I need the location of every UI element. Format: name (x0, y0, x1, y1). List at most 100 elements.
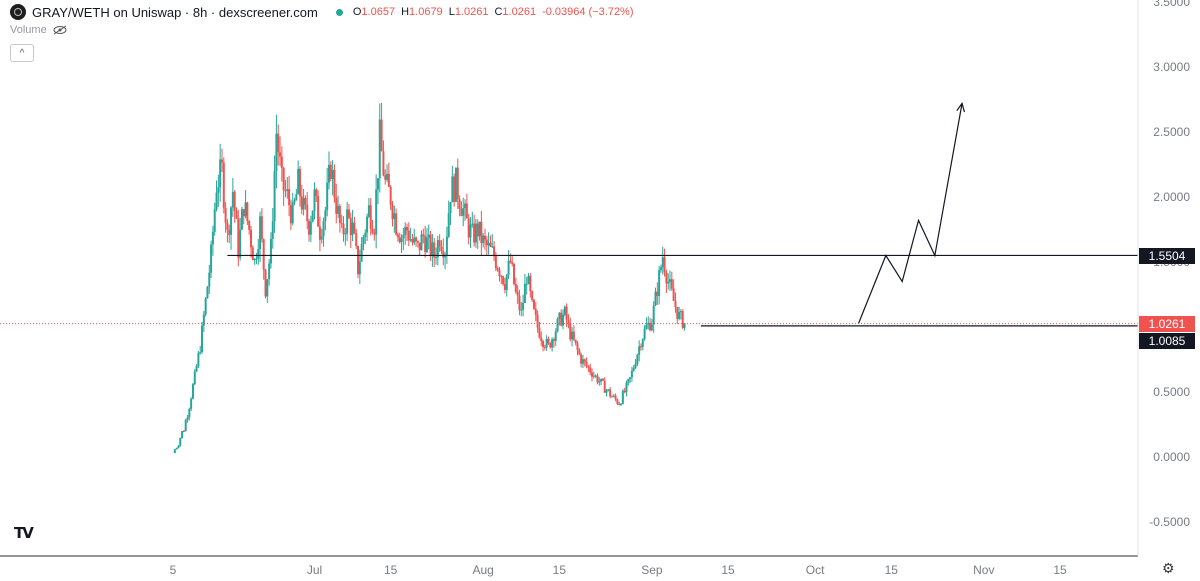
candle-body (531, 291, 534, 300)
candle-body (632, 367, 635, 371)
candle-body (511, 261, 514, 264)
candle-body (320, 236, 323, 240)
candle-body (429, 234, 432, 257)
time-tick-label: Aug (472, 563, 493, 577)
candle-body (536, 314, 539, 328)
candle-body (317, 195, 320, 227)
candle-body (583, 359, 586, 362)
candle-body (618, 403, 621, 405)
candle-body (391, 204, 394, 220)
candle-body (485, 239, 488, 246)
tradingview-logo-icon (10, 4, 26, 20)
candle-body (177, 445, 180, 448)
candle-body (182, 431, 185, 433)
projection-line[interactable] (858, 103, 963, 324)
candle-body (195, 365, 198, 372)
candle-body (650, 324, 653, 331)
time-tick-label: Oct (806, 563, 825, 577)
candle-body (627, 379, 630, 383)
candle-body (402, 234, 405, 239)
candle-body (382, 151, 385, 176)
volume-label[interactable]: Volume (10, 24, 47, 36)
candle-body (266, 279, 269, 297)
candle-body (598, 381, 601, 383)
candle-body (560, 312, 563, 326)
candle-body (458, 199, 461, 209)
candle-body (215, 192, 218, 210)
candle-body (440, 246, 443, 251)
candle-body (505, 274, 508, 291)
candle-body (471, 223, 474, 225)
candle-body (286, 189, 289, 191)
candle-body (669, 279, 672, 282)
candle-body (565, 306, 568, 321)
candle-body (585, 361, 588, 366)
candle-body (246, 202, 249, 222)
market-status-icon (335, 8, 343, 16)
candle-body (681, 311, 684, 328)
candle-body (445, 236, 448, 256)
candle-body (547, 338, 550, 344)
ohlc-values: O1.0657 H1.0679 L1.0261 C1.0261 -0.03964… (353, 6, 634, 18)
candle-body (386, 173, 389, 180)
candle-body (318, 226, 321, 240)
candle-body (480, 221, 483, 244)
candle-body (525, 283, 528, 285)
candle-body (609, 389, 612, 397)
candle-body (300, 196, 303, 210)
candle-body (335, 197, 338, 214)
candle-body (228, 229, 231, 235)
candle-body (360, 243, 363, 262)
candle-body (190, 398, 193, 409)
candle-body (523, 283, 526, 303)
candle-body (639, 346, 642, 348)
collapse-legend-button[interactable]: ^ (10, 44, 34, 62)
candle-body (418, 242, 421, 251)
candle-body (400, 238, 403, 243)
candle-body (587, 365, 590, 368)
candle-body (462, 208, 465, 216)
candle-body (665, 272, 668, 284)
candle-body (309, 221, 312, 235)
candle-body (324, 210, 327, 221)
candle-body (322, 220, 325, 237)
candle-body (384, 175, 387, 180)
candle-body (591, 372, 594, 377)
price-axis[interactable]: 3.50003.00002.50002.00001.50001.00000.50… (1149, 0, 1190, 529)
time-axis[interactable]: 5 Jul 15 Aug 15 Sep 15 Oct 15 Nov 15 (170, 563, 1067, 577)
candle-body (199, 352, 202, 354)
candle-body (220, 159, 223, 163)
price-tick-label: 3.0000 (1153, 60, 1190, 74)
candle-body (496, 268, 499, 271)
symbol-title[interactable]: GRAY/WETH on Uniswap · 8h · dexscreener.… (32, 4, 318, 20)
candle-body (503, 284, 506, 291)
candle-body (239, 229, 242, 258)
candle-body (376, 178, 379, 190)
candle-body (208, 272, 211, 287)
candle-body (331, 169, 334, 180)
candle-body (427, 234, 430, 238)
candle-body (304, 197, 307, 205)
candle-body (514, 284, 517, 292)
candle-body (638, 346, 641, 355)
candle-body (206, 286, 209, 299)
tradingview-watermark[interactable]: TV (14, 524, 34, 542)
candle-body (454, 167, 457, 202)
candle-body (398, 237, 401, 243)
gear-icon[interactable]: ⚙ (1162, 560, 1175, 576)
eye-off-icon[interactable] (53, 25, 67, 35)
candle-body (558, 312, 561, 319)
candle-body (262, 239, 265, 270)
chart-legend: GRAY/WETH on Uniswap · 8h · dexscreener.… (10, 4, 634, 20)
candle-body (543, 346, 546, 348)
candle-body (605, 390, 608, 393)
candle-body (349, 217, 352, 236)
candle-body (346, 209, 349, 234)
candle-body (367, 205, 370, 217)
candle-body (667, 281, 670, 284)
price-label-resistance: 1.5504 (1139, 248, 1195, 264)
candle-body (280, 156, 283, 168)
ohlc-key: H (401, 6, 410, 18)
candle-body (498, 270, 501, 277)
